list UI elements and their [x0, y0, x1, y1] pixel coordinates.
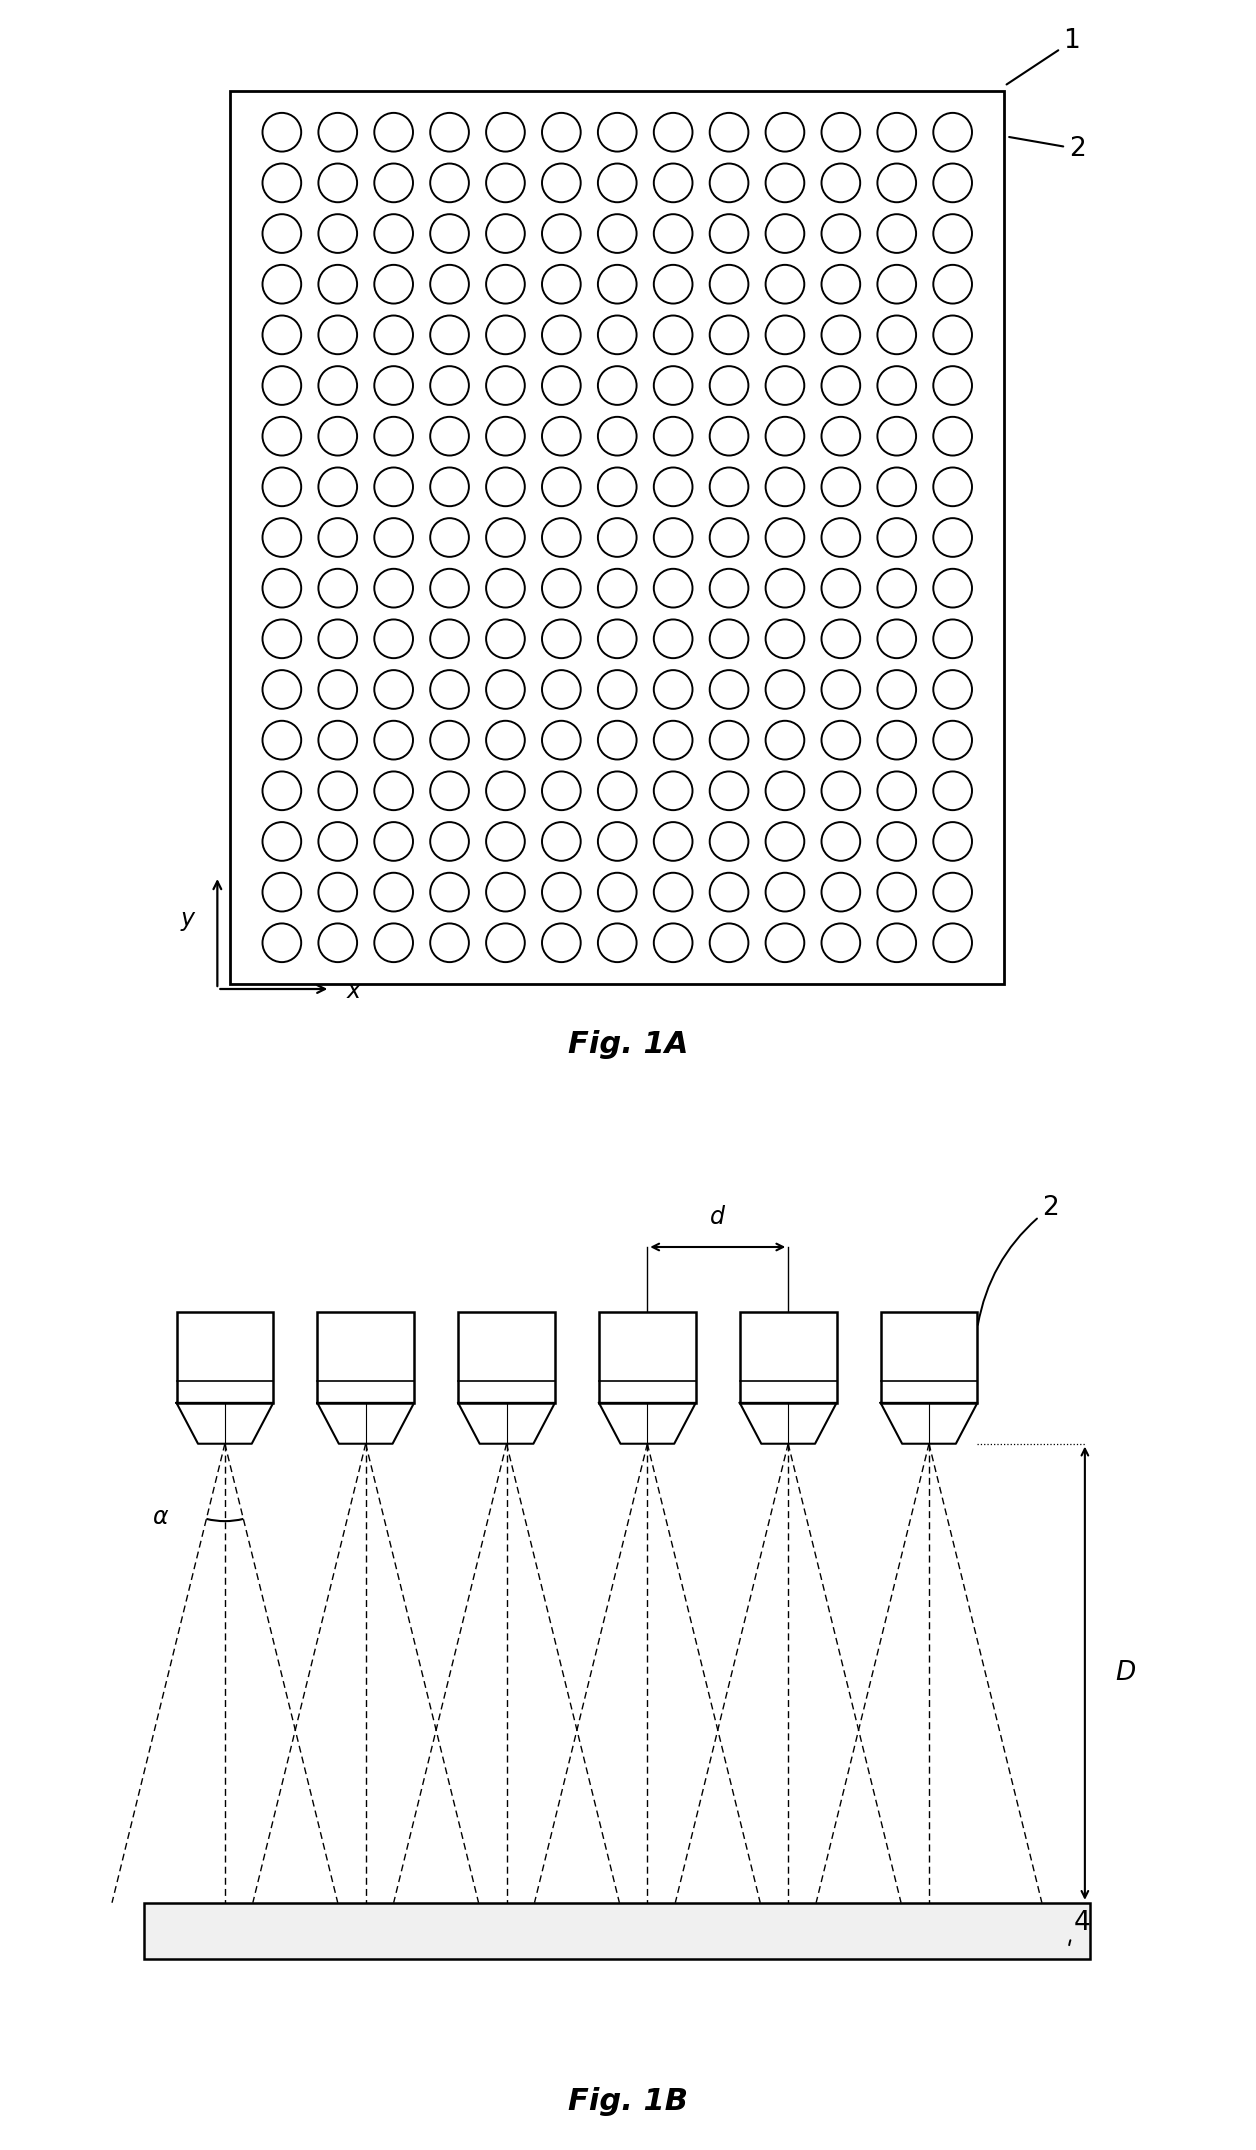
Bar — [144, 1903, 1090, 1959]
Text: α: α — [152, 1505, 168, 1529]
Text: Fig. 1A: Fig. 1A — [568, 1030, 688, 1060]
Bar — [599, 1312, 696, 1402]
Text: Fig. 1B: Fig. 1B — [568, 2088, 688, 2116]
Text: D: D — [1115, 1660, 1135, 1686]
Bar — [318, 1312, 414, 1402]
Text: x: x — [347, 978, 360, 1004]
Text: 1: 1 — [1006, 28, 1080, 84]
Bar — [177, 1312, 274, 1402]
Text: 2: 2 — [1009, 135, 1085, 161]
Text: y: y — [181, 907, 195, 931]
Text: 4: 4 — [1069, 1909, 1091, 1946]
Text: d: d — [710, 1204, 725, 1230]
Bar — [230, 90, 1005, 985]
Bar — [740, 1312, 836, 1402]
Bar — [880, 1312, 977, 1402]
Bar — [458, 1312, 555, 1402]
Text: 2: 2 — [978, 1195, 1059, 1324]
